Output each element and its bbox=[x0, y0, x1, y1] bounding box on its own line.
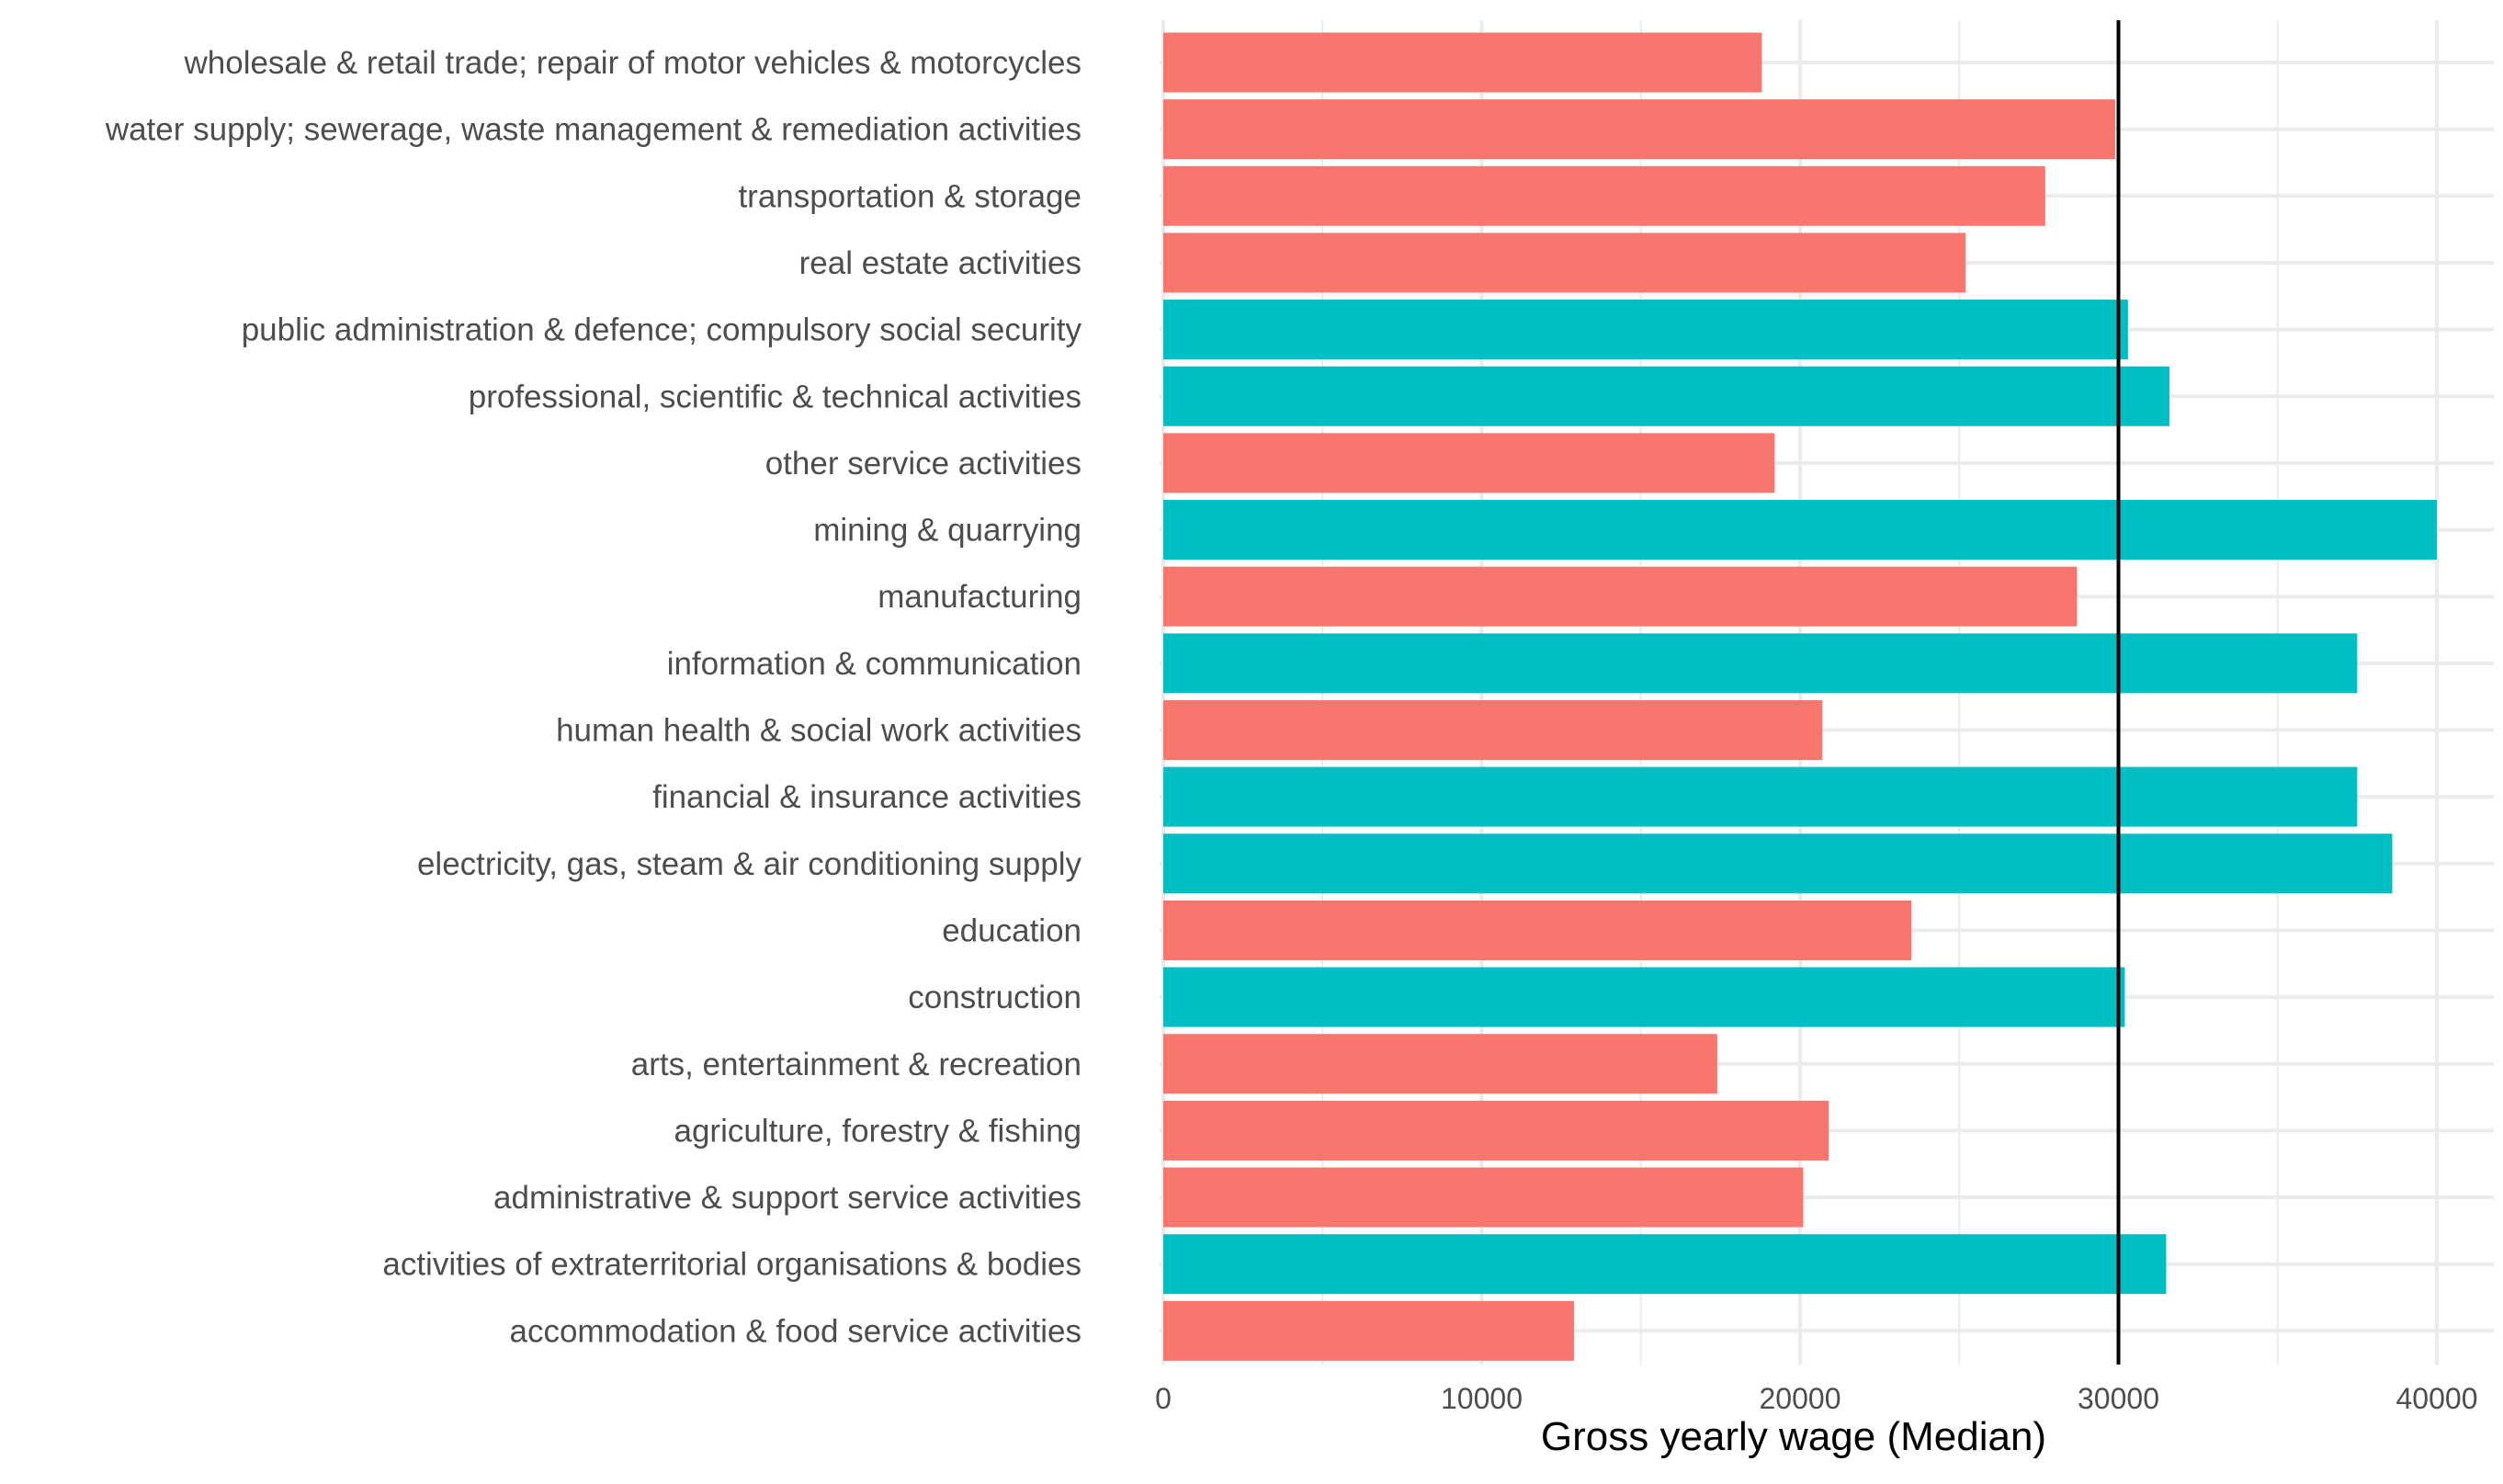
category-label: transportation & storage bbox=[738, 178, 1082, 214]
category-label: administrative & support service activit… bbox=[493, 1180, 1082, 1216]
x-tick-label: 10000 bbox=[1441, 1382, 1523, 1415]
bar-3 bbox=[1163, 1167, 1804, 1228]
bar-12 bbox=[1163, 566, 2078, 627]
bar-11 bbox=[1163, 633, 2358, 694]
x-tick-label: 40000 bbox=[2396, 1382, 2478, 1415]
bar-17 bbox=[1163, 232, 1966, 293]
category-label: financial & insurance activities bbox=[652, 779, 1082, 815]
category-label: water supply; sewerage, waste management… bbox=[105, 112, 1082, 148]
bar-19 bbox=[1163, 99, 2116, 160]
category-label: accommodation & food service activities bbox=[510, 1313, 1082, 1349]
category-label: wholesale & retail trade; repair of moto… bbox=[183, 45, 1082, 81]
category-labels: accommodation & food service activities a… bbox=[105, 45, 1082, 1349]
category-label: arts, entertainment & recreation bbox=[631, 1047, 1082, 1082]
category-label: professional, scientific & technical act… bbox=[469, 379, 1082, 414]
bar-9 bbox=[1163, 766, 2358, 827]
category-label: public administration & defence; compuls… bbox=[242, 312, 1082, 348]
bars-group bbox=[1163, 32, 2437, 1361]
bar-18 bbox=[1163, 165, 2045, 226]
bar-13 bbox=[1163, 500, 2437, 561]
bar-16 bbox=[1163, 300, 2128, 360]
bar-1 bbox=[1163, 1300, 1574, 1361]
bar-7 bbox=[1163, 900, 1912, 960]
category-label: agriculture, forestry & fishing bbox=[674, 1113, 1082, 1149]
category-label: manufacturing bbox=[878, 579, 1082, 615]
x-tick-label: 30000 bbox=[2078, 1382, 2159, 1415]
bar-14 bbox=[1163, 433, 1775, 493]
x-tick-label: 0 bbox=[1155, 1382, 1172, 1415]
bar-8 bbox=[1163, 833, 2393, 894]
category-label: activities of extraterritorial organisat… bbox=[382, 1247, 1082, 1283]
category-label: electricity, gas, steam & air conditioni… bbox=[417, 846, 1082, 882]
category-label: information & communication bbox=[667, 646, 1082, 682]
category-label: human health & social work activities bbox=[556, 713, 1082, 749]
bar-5 bbox=[1163, 1034, 1717, 1094]
bar-15 bbox=[1163, 366, 2169, 426]
x-tick-labels: 0 10000 20000 30000 40000 bbox=[1155, 1382, 2477, 1415]
category-label: education bbox=[942, 912, 1082, 948]
bar-4 bbox=[1163, 1100, 1829, 1161]
bar-20 bbox=[1163, 32, 1762, 93]
bar-2 bbox=[1163, 1234, 2167, 1295]
category-label: mining & quarrying bbox=[813, 513, 1082, 549]
category-label: other service activities bbox=[765, 446, 1082, 481]
category-label: real estate activities bbox=[799, 245, 1082, 281]
category-label: construction bbox=[908, 980, 1082, 1015]
bar-10 bbox=[1163, 700, 1823, 760]
bar-6 bbox=[1163, 967, 2125, 1027]
x-axis-title: Gross yearly wage (Median) bbox=[1541, 1414, 2046, 1459]
x-tick-label: 20000 bbox=[1760, 1382, 1841, 1415]
